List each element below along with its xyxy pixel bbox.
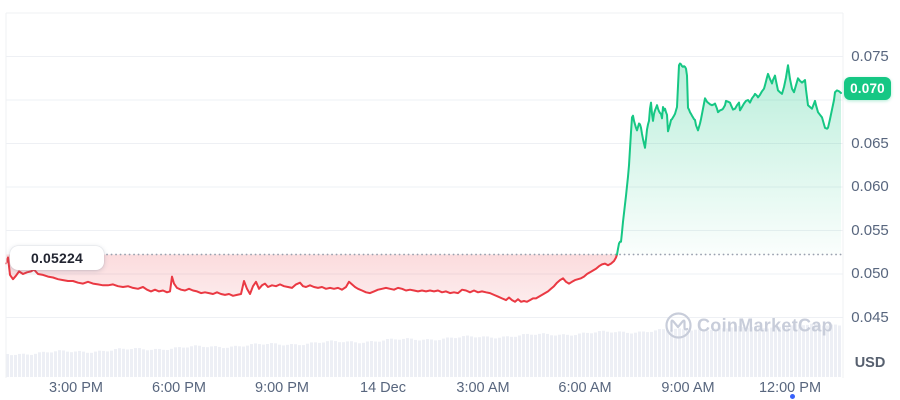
baseline-price-label: 0.05224 bbox=[10, 246, 104, 270]
x-axis-tick-label: 6:00 PM bbox=[152, 380, 206, 396]
price-line-down-segment bbox=[5, 253, 618, 303]
x-axis-tick-label: 6:00 AM bbox=[558, 380, 612, 396]
volume-area bbox=[6, 323, 841, 377]
plot-border bbox=[5, 12, 844, 378]
y-axis-tick-label: 0.055 bbox=[851, 221, 889, 239]
coinmarketcap-logo-m bbox=[670, 319, 689, 332]
price-line bbox=[5, 62, 842, 303]
x-axis-tick-label: 9:00 PM bbox=[255, 380, 309, 396]
x-axis-tick-label: 12:00 PM bbox=[758, 380, 822, 396]
price-line-up-segment bbox=[616, 62, 842, 256]
coinmarketcap-watermark: CoinMarketCap bbox=[665, 312, 833, 339]
x-axis-tick-label: 14 Dec bbox=[360, 380, 406, 396]
x-axis-tick-label: 3:00 PM bbox=[49, 380, 103, 396]
currency-label: USD bbox=[854, 355, 886, 371]
current-price-value: 0.070 bbox=[850, 81, 885, 96]
y-axis-tick-label: 0.075 bbox=[851, 47, 889, 65]
y-axis-tick-label: 0.045 bbox=[851, 308, 889, 326]
coinmarketcap-watermark-text: CoinMarketCap bbox=[697, 316, 833, 336]
current-time-marker-dot bbox=[790, 394, 795, 399]
y-axis-tick-label: 0.065 bbox=[851, 134, 889, 152]
baseline-price-value: 0.05224 bbox=[30, 250, 83, 266]
current-price-badge: 0.070 bbox=[844, 77, 891, 100]
coinmarketcap-logo-icon bbox=[665, 312, 692, 339]
y-axis-tick-label: 0.060 bbox=[851, 178, 889, 195]
x-axis-tick-label: 9:00 AM bbox=[661, 380, 715, 396]
y-axis-tick-label: 0.050 bbox=[851, 265, 889, 282]
x-axis-tick-label: 3:00 AM bbox=[456, 380, 510, 396]
price-area-fills bbox=[6, 63, 841, 302]
up-area-fill bbox=[617, 63, 841, 255]
